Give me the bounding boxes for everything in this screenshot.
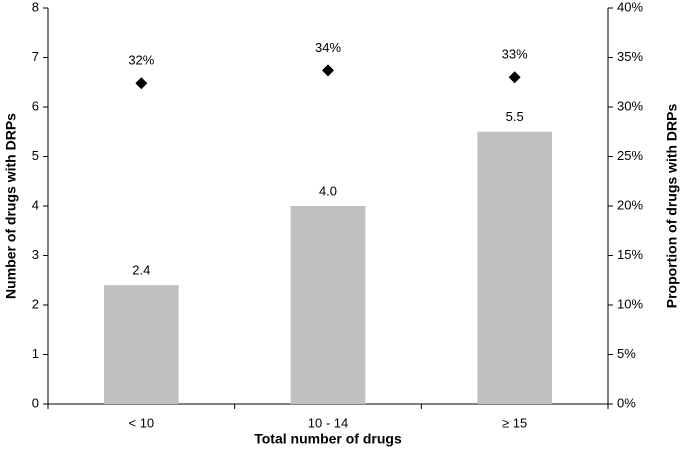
y-tick-label: 1 (32, 346, 39, 361)
y-axis-title: Number of drugs with DRPs (3, 113, 19, 299)
y2-tick-label: 5% (617, 346, 636, 361)
y2-tick-label: 15% (617, 247, 643, 262)
y-tick-label: 4 (32, 197, 39, 212)
x-axis-title: Total number of drugs (254, 431, 402, 447)
diamond-marker (322, 64, 334, 77)
marker-value-label: 32% (128, 53, 154, 68)
y-tick-label: 2 (32, 296, 39, 311)
y2-tick-label: 25% (617, 148, 643, 163)
diamond-marker (508, 71, 521, 84)
x-tick-label: 10 - 14 (308, 415, 348, 430)
y2-tick-label: 0% (617, 395, 636, 410)
x-tick-label: ≥ 15 (502, 415, 527, 430)
y-tick-label: 5 (32, 148, 39, 163)
y2-tick-label: 35% (617, 49, 643, 64)
bar-value-label: 2.4 (132, 263, 150, 278)
bar (104, 285, 179, 404)
y2-tick-label: 40% (617, 0, 643, 14)
y-tick-label: 8 (32, 0, 39, 14)
y2-tick-label: 20% (617, 197, 643, 212)
y-tick-label: 0 (32, 395, 39, 410)
bar (477, 131, 552, 404)
diamond-marker (135, 77, 148, 90)
bar-value-label: 4.0 (319, 183, 337, 198)
y2-tick-label: 10% (617, 296, 643, 311)
y2-axis-title: Proportion of drugs with DRPs (664, 104, 680, 309)
y-tick-label: 3 (32, 247, 39, 262)
bar-value-label: 5.5 (506, 109, 524, 124)
y-tick-label: 6 (32, 98, 39, 113)
y-tick-label: 7 (32, 49, 39, 64)
bar (290, 206, 366, 404)
x-tick-label: < 10 (128, 415, 154, 430)
y2-tick-label: 30% (617, 98, 643, 113)
marker-value-label: 33% (502, 47, 528, 62)
marker-value-label: 34% (315, 40, 341, 55)
